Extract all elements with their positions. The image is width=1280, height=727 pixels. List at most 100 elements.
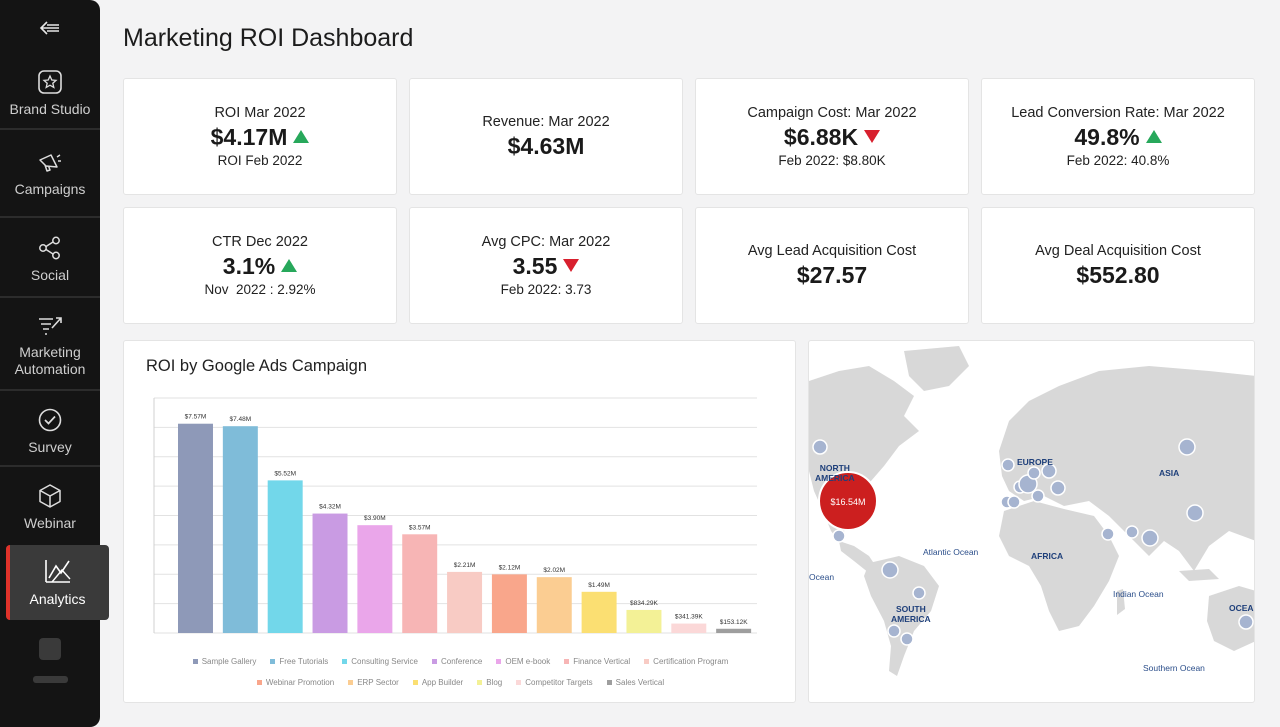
ocean-label-southern: Southern Ocean: [1143, 663, 1205, 673]
kpi-label: Lead Conversion Rate: Mar 2022: [1011, 104, 1225, 121]
continent-label-south-america: SOUTH AMERICA: [891, 604, 931, 624]
chart-bar[interactable]: [222, 426, 258, 633]
legend-item[interactable]: Sales Vertical: [606, 678, 665, 687]
legend-item[interactable]: Competitor Targets: [516, 678, 593, 687]
legend-item[interactable]: ERP Sector: [348, 678, 399, 687]
legend-item[interactable]: Certification Program: [644, 657, 728, 666]
back-arrow-icon: [39, 21, 59, 35]
legend-label: Sales Vertical: [615, 678, 665, 687]
trend-up-icon: [1145, 130, 1162, 143]
chart-bar[interactable]: [536, 577, 572, 633]
africa-shape: [999, 501, 1119, 631]
continent-label-north-america: NORTH AMERICA: [815, 463, 855, 483]
sidebar-divider: [0, 296, 100, 298]
chart-bar[interactable]: [267, 480, 303, 633]
legend-label: OEM e-book: [505, 657, 551, 666]
legend-label: Finance Vertical: [573, 657, 631, 666]
kpi-value: $552.80: [1076, 261, 1160, 288]
madagascar-shape: [1117, 589, 1125, 615]
sidebar-item-label: Webinar: [24, 514, 76, 531]
continent-label-oceania: OCEA: [1229, 603, 1254, 613]
map-marker: [900, 632, 914, 646]
legend-item[interactable]: OEM e-book: [496, 657, 550, 666]
kpi-subtext: Nov 2022 : 2.92%: [204, 281, 316, 297]
chart-legend-row: Webinar Promotion ERP Sector App Builder Bl…: [124, 678, 797, 687]
sidebar-divider: [0, 128, 100, 130]
kpi-card-roi: ROI Mar 2022 $4.17M ROI Feb 2022: [123, 78, 397, 195]
continent-label-europe: EUROPE: [1017, 457, 1053, 467]
legend-swatch: [348, 680, 354, 685]
trend-up-icon: [281, 259, 298, 272]
sidebar-item-label: Brand Studio: [9, 100, 91, 117]
sidebar-item-label: Social: [30, 267, 70, 283]
share-nodes-icon: [39, 236, 60, 260]
world-map: [809, 346, 1254, 676]
kpi-subtext: Feb 2022: $8.80K: [778, 152, 886, 168]
chart-bar[interactable]: [491, 574, 527, 633]
legend-item[interactable]: Blog: [477, 678, 502, 687]
legend-item[interactable]: Conference: [431, 657, 483, 666]
sidebar-item-campaigns[interactable]: Campaigns: [0, 137, 100, 212]
kpi-value: $4.17M: [210, 123, 288, 150]
map-marker: [881, 561, 899, 579]
sidebar-item-brand-studio[interactable]: Brand Studio: [0, 58, 100, 128]
continent-label-africa: AFRICA: [1031, 551, 1064, 561]
sidebar-item-marketing-automation[interactable]: Marketing Automation: [0, 304, 100, 388]
map-marker: [812, 439, 828, 455]
legend-item[interactable]: Webinar Promotion: [256, 678, 334, 687]
kpi-card-avg-deal-cost: Avg Deal Acquisition Cost $552.80: [981, 207, 1255, 324]
map-marker: [1101, 527, 1115, 541]
bar-data-label: $5.52M: [274, 470, 296, 477]
chart-bar[interactable]: [716, 628, 752, 633]
chart-bar[interactable]: [447, 571, 483, 633]
bar-data-label: $7.48M: [229, 416, 251, 423]
sidebar-item-webinar[interactable]: Webinar: [0, 472, 100, 542]
kpi-card-lead-conversion: Lead Conversion Rate: Mar 2022 49.8% Feb…: [981, 78, 1255, 195]
ocean-label-pacific: Ocean: [809, 572, 835, 582]
sidebar-item-analytics[interactable]: Analytics: [6, 545, 109, 620]
bar-data-label: $834.29K: [630, 600, 658, 607]
map-highlight-marker: [818, 471, 878, 531]
kpi-card-ctr: CTR Dec 2022 3.1% Nov 2022 : 2.92%: [123, 207, 397, 324]
chart-bar[interactable]: [312, 513, 348, 633]
chart-bar[interactable]: [626, 609, 662, 633]
ocean-label-atlantic: Atlantic Ocean: [923, 547, 979, 557]
kpi-card-avg-lead-cost: Avg Lead Acquisition Cost $27.57: [695, 207, 969, 324]
legend-swatch: [477, 680, 483, 685]
collapse-sidebar-button[interactable]: [0, 0, 100, 56]
kpi-label: ROI Mar 2022: [214, 104, 306, 121]
sidebar: Brand Studio Campaigns Social Marketing …: [0, 0, 109, 727]
sidebar-item-survey[interactable]: Survey: [0, 396, 100, 466]
sidebar-divider: [0, 216, 100, 218]
kpi-value: $4.63M: [507, 132, 585, 159]
webinar-cube-icon: [39, 483, 61, 508]
legend-label: Sample Gallery: [201, 657, 257, 666]
greenland-shape: [904, 346, 969, 391]
legend-item[interactable]: Finance Vertical: [564, 657, 630, 666]
sidebar-placeholder-icon: [39, 638, 61, 660]
kpi-label: CTR Dec 2022: [212, 233, 308, 250]
legend-item[interactable]: App Builder: [412, 678, 463, 687]
legend-swatch: [192, 659, 198, 664]
bar-data-label: $3.57M: [409, 524, 431, 531]
legend-item[interactable]: Consulting Service: [342, 657, 418, 666]
chart-bar[interactable]: [357, 525, 393, 633]
trend-down-icon: [864, 130, 881, 143]
map-marker: [887, 624, 901, 638]
legend-swatch: [270, 659, 276, 664]
map-marker: [832, 529, 846, 543]
check-circle-icon: [38, 408, 62, 431]
chart-bar[interactable]: [671, 623, 707, 633]
legend-item[interactable]: Sample Gallery: [192, 657, 257, 666]
chart-bar[interactable]: [581, 591, 617, 633]
legend-item[interactable]: Free Tutorials: [270, 657, 328, 666]
bar-data-label: $2.02M: [543, 567, 565, 574]
sidebar-item-label: Campaigns: [14, 181, 86, 197]
chart-bar[interactable]: [402, 534, 438, 633]
sidebar-item-social[interactable]: Social: [0, 222, 100, 297]
chart-bar[interactable]: [178, 423, 213, 633]
kpi-card-avg-cpc: Avg CPC: Mar 2022 3.55 Feb 2022: 3.73: [409, 207, 683, 324]
map-marker: [1031, 489, 1045, 503]
legend-label: Conference: [440, 657, 483, 666]
continent-label-asia: ASIA: [1159, 468, 1180, 478]
